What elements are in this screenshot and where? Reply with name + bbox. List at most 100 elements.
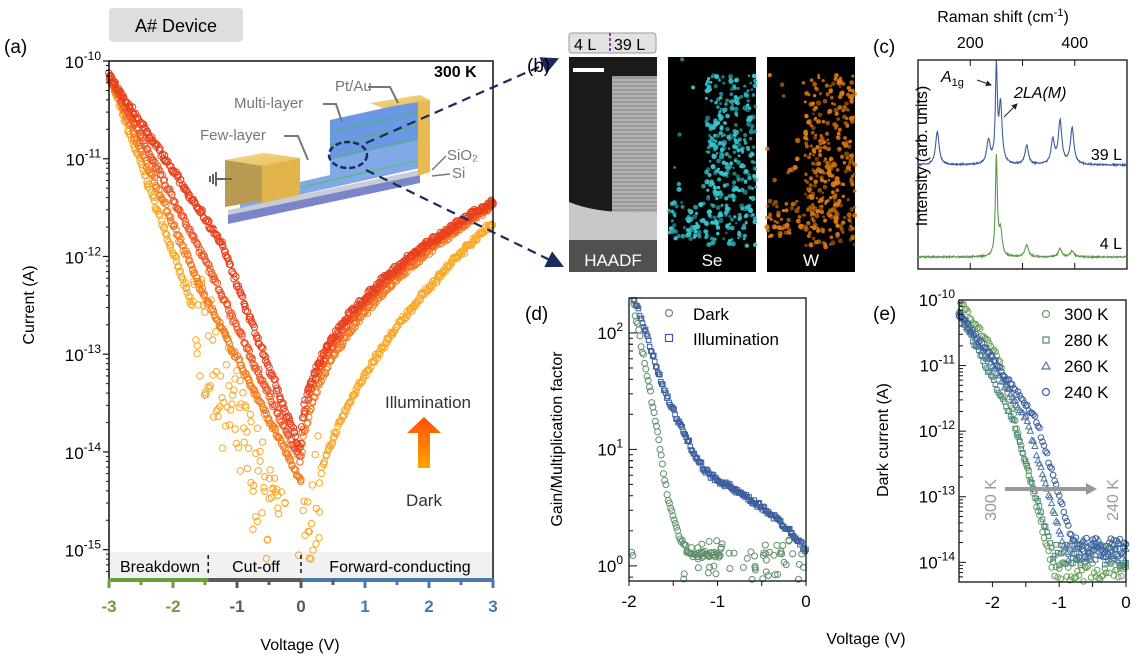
data-point (222, 361, 231, 369)
data-point (144, 145, 152, 154)
data-point (153, 205, 161, 213)
data-point (1101, 565, 1109, 572)
data-point (1015, 433, 1022, 440)
data-point-dark (705, 537, 713, 545)
data-point (286, 457, 294, 465)
data-point (290, 428, 299, 437)
data-point-dark (715, 551, 723, 559)
data-point (232, 439, 241, 448)
data-point (246, 410, 254, 419)
scale-bar (573, 68, 604, 72)
panel-label-a: (a) (4, 37, 27, 58)
data-point (1034, 422, 1042, 430)
x-tick-label: -2 (165, 597, 180, 616)
data-point (221, 295, 229, 304)
spectrum-line (917, 60, 1128, 168)
data-point (1036, 424, 1043, 432)
data-point-dark (710, 562, 718, 570)
data-point (1005, 376, 1013, 383)
legend-marker (1041, 387, 1051, 397)
data-point (239, 389, 247, 397)
data-point (387, 283, 395, 291)
data-point (361, 295, 369, 303)
data-point (1114, 539, 1123, 546)
data-point (966, 314, 973, 322)
data-point (184, 252, 192, 260)
data-point (290, 465, 298, 473)
data-point-dark (663, 491, 671, 499)
data-point-dark (789, 550, 797, 558)
data-point-dark (779, 541, 787, 549)
data-point (1008, 393, 1016, 401)
x-tick-label: -2 (621, 592, 636, 611)
data-point (308, 481, 317, 489)
data-point (296, 443, 304, 451)
data-point (131, 109, 140, 118)
data-point (211, 314, 219, 322)
data-point (971, 342, 977, 348)
data-point (1036, 511, 1043, 519)
data-point (977, 347, 986, 355)
data-point (176, 207, 184, 215)
data-point (287, 421, 296, 430)
data-point (1049, 558, 1057, 566)
data-point (243, 428, 251, 436)
data-point (384, 336, 393, 344)
data-point (254, 369, 263, 377)
spectrum-line (917, 153, 1128, 260)
sio2-label: SiO₂ (447, 147, 478, 164)
data-point (439, 269, 448, 277)
data-point (315, 508, 324, 516)
data-point (1043, 449, 1051, 457)
data-point (1037, 434, 1045, 441)
data-point (378, 345, 387, 353)
data-point (1025, 472, 1033, 480)
data-point (305, 388, 314, 397)
data-point-dark (670, 516, 678, 524)
data-point (218, 238, 226, 246)
data-point (1110, 536, 1118, 544)
data-point-dark (665, 499, 673, 507)
data-point-dark (765, 548, 773, 556)
data-point (238, 332, 246, 340)
data-point-dark (726, 565, 734, 573)
data-point (1054, 573, 1061, 581)
data-point (1112, 545, 1119, 552)
data-point (1038, 509, 1044, 515)
data-point (1029, 436, 1038, 444)
data-point (212, 368, 221, 376)
data-point-dark (638, 349, 646, 357)
data-point (1082, 554, 1091, 562)
data-point (259, 405, 268, 414)
data-point-dark (656, 446, 664, 454)
data-point-illumination (777, 518, 784, 524)
data-point (1014, 429, 1022, 437)
data-point (987, 351, 995, 359)
data-point (253, 517, 262, 526)
zoom-line-top (365, 57, 560, 145)
data-point-illumination (650, 352, 657, 359)
y-tick-label: 10-10 (65, 49, 102, 72)
data-point-dark (785, 536, 793, 544)
data-point (260, 483, 268, 492)
data-point (436, 270, 444, 278)
data-point-dark (694, 555, 702, 563)
x-axis-title-de: Voltage (V) (826, 631, 905, 648)
data-point (249, 525, 257, 534)
data-point (358, 377, 367, 385)
data-point (1093, 566, 1101, 574)
data-point (260, 351, 268, 359)
panel-b: (b) 4 L 39 L HAADF Se W (527, 32, 858, 272)
data-point (1078, 546, 1086, 553)
x-tick-label: 1 (360, 597, 369, 616)
legend-label: 240 K (1064, 383, 1109, 402)
data-point-dark (674, 527, 682, 535)
data-point (1048, 465, 1055, 472)
data-point (963, 319, 970, 327)
data-point (1117, 562, 1123, 569)
data-point (1118, 563, 1125, 570)
data-point (247, 418, 255, 426)
data-point (219, 398, 228, 407)
data-point (275, 412, 284, 421)
